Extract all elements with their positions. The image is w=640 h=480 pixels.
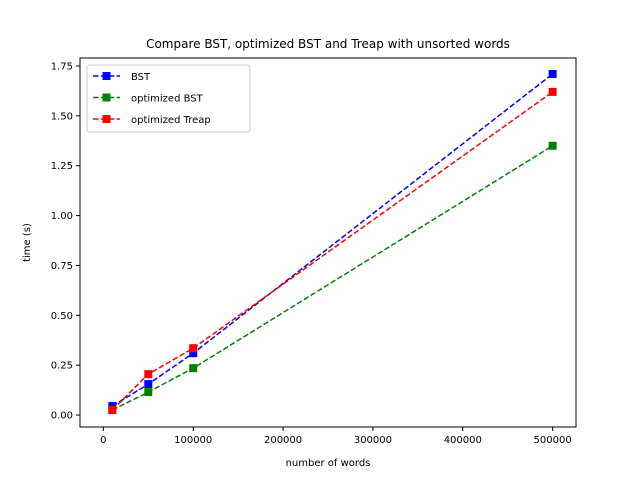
- y-axis-label: time (s): [22, 223, 33, 262]
- y-tick-label: 0.00: [51, 411, 73, 422]
- legend-marker-optimized-bst: [102, 93, 111, 102]
- data-point-optimized-treap: [189, 344, 198, 353]
- data-point-optimized-treap: [144, 370, 153, 379]
- data-point-bst: [548, 69, 557, 78]
- data-point-optimized-treap: [548, 87, 557, 96]
- data-point-bst: [144, 380, 153, 389]
- y-tick-label: 0.25: [51, 361, 73, 372]
- series-line-bst: [111, 73, 554, 407]
- x-axis: 0 100000 200000 300000 400000 500000: [100, 427, 572, 446]
- chart-title: Compare BST, optimized BST and Treap wit…: [146, 37, 510, 51]
- x-tick-label: 200000: [264, 435, 302, 446]
- y-tick-label: 1.50: [51, 111, 73, 122]
- y-tick-label: 1.25: [51, 161, 73, 172]
- legend-label-optimized-treap: optimized Treap: [131, 115, 211, 126]
- legend-box: [86, 64, 251, 133]
- data-point-optimized-treap: [108, 406, 117, 415]
- data-point-optimized-bst: [548, 141, 557, 150]
- y-axis: 0.00 0.25 0.50 0.75 1.00 1.25 1.50 1.75: [51, 61, 80, 422]
- legend-marker-bst: [102, 72, 111, 80]
- y-tick-label: 0.75: [51, 261, 73, 272]
- x-axis-label: number of words: [286, 458, 371, 469]
- legend-marker-optimized-treap: [102, 115, 111, 123]
- series-layer: [108, 69, 557, 415]
- x-tick-label: 100000: [174, 435, 212, 446]
- x-tick-label: 300000: [354, 435, 392, 446]
- x-tick-label: 400000: [444, 435, 482, 446]
- data-point-optimized-bst: [189, 364, 198, 373]
- legend-label-optimized-bst: optimized BST: [131, 94, 204, 105]
- data-point-bst: [189, 349, 198, 358]
- y-tick-label: 0.50: [51, 311, 73, 322]
- plot-frame: [79, 57, 577, 428]
- series-line-optimized-bst: [112, 145, 554, 411]
- legend: BST optimized BST optimized Treap: [86, 64, 251, 133]
- legend-label-bst: BST: [131, 72, 151, 83]
- x-tick-label: 0: [100, 435, 106, 446]
- series-line-optimized-treap: [111, 91, 554, 411]
- data-point-optimized-bst: [144, 388, 153, 397]
- x-tick-label: 500000: [534, 435, 572, 446]
- y-tick-label: 1.00: [51, 211, 73, 222]
- y-tick-label: 1.75: [51, 61, 73, 72]
